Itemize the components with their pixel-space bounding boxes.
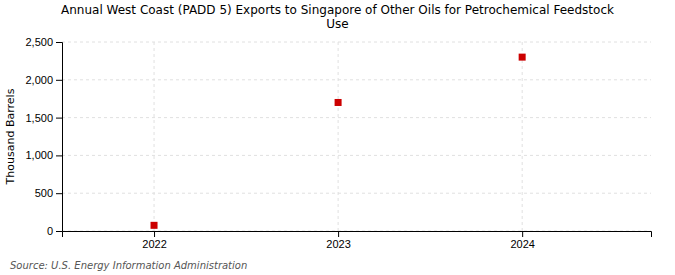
point (335, 99, 342, 106)
title-line: Use (326, 17, 348, 31)
point (519, 54, 526, 61)
x-tick-mark (522, 231, 523, 237)
grid-line-x (522, 42, 523, 231)
x-tick-label: 2023 (326, 238, 350, 250)
title: Annual West Coast (PADD 5) Exports to Si… (61, 3, 614, 31)
y-tick-label: 500 (35, 187, 53, 199)
y-tick: 0 (47, 225, 62, 237)
y-axis-line (56, 43, 63, 232)
y-tick: 500 (35, 187, 62, 199)
y-tick-label: 2,500 (25, 36, 53, 48)
point (151, 222, 158, 229)
grid-line-y (62, 117, 651, 118)
x-tick-label: 2024 (510, 238, 534, 250)
x-tick-mark (338, 231, 339, 237)
grid-line-y (62, 193, 651, 194)
chart: 2022 2023 2024 0 500 1,000 1,500 2,000 2,500 Annu… (0, 0, 675, 275)
y-axis: 0 500 1,000 1,500 2,000 2,500 (25, 36, 62, 237)
y-tick-label: 1,000 (25, 149, 53, 161)
y-tick-mark (56, 42, 62, 43)
y-tick-label: 2,000 (25, 74, 53, 86)
x-axis: 2022 2023 2024 (63, 231, 652, 250)
y-tick: 1,000 (25, 149, 62, 161)
grid-line-x (338, 42, 339, 231)
x-axis-line (63, 232, 652, 238)
y-tick: 2,000 (25, 74, 62, 86)
x-tick-label: 2022 (142, 238, 166, 250)
y-tick-label: 0 (47, 225, 53, 237)
y-tick-mark (56, 231, 62, 232)
grid-line-y (62, 79, 651, 80)
y-axis-label: Thousand Barrels (4, 88, 17, 185)
x-tick: 2024 (510, 231, 534, 250)
plot: 2022 2023 2024 0 500 1,000 1,500 2,000 2,500 (25, 36, 651, 250)
y-tick-mark (56, 155, 62, 156)
y-tick-mark (56, 80, 62, 81)
grid-line-y (62, 42, 651, 43)
y-tick-label: 1,500 (25, 112, 53, 124)
grid (62, 42, 651, 231)
source-note: Source: U.S. Energy Information Administ… (10, 260, 247, 271)
grid-line-x (154, 42, 155, 231)
y-tick: 2,500 (25, 36, 62, 48)
title-line: Annual West Coast (PADD 5) Exports to Si… (61, 3, 614, 17)
y-tick: 1,500 (25, 112, 62, 124)
points (151, 54, 526, 229)
x-tick: 2023 (326, 231, 350, 250)
y-tick-mark (56, 118, 62, 119)
x-tick-mark (154, 231, 155, 237)
x-tick: 2022 (142, 231, 166, 250)
grid-line-y (62, 155, 651, 156)
y-tick-mark (56, 193, 62, 194)
